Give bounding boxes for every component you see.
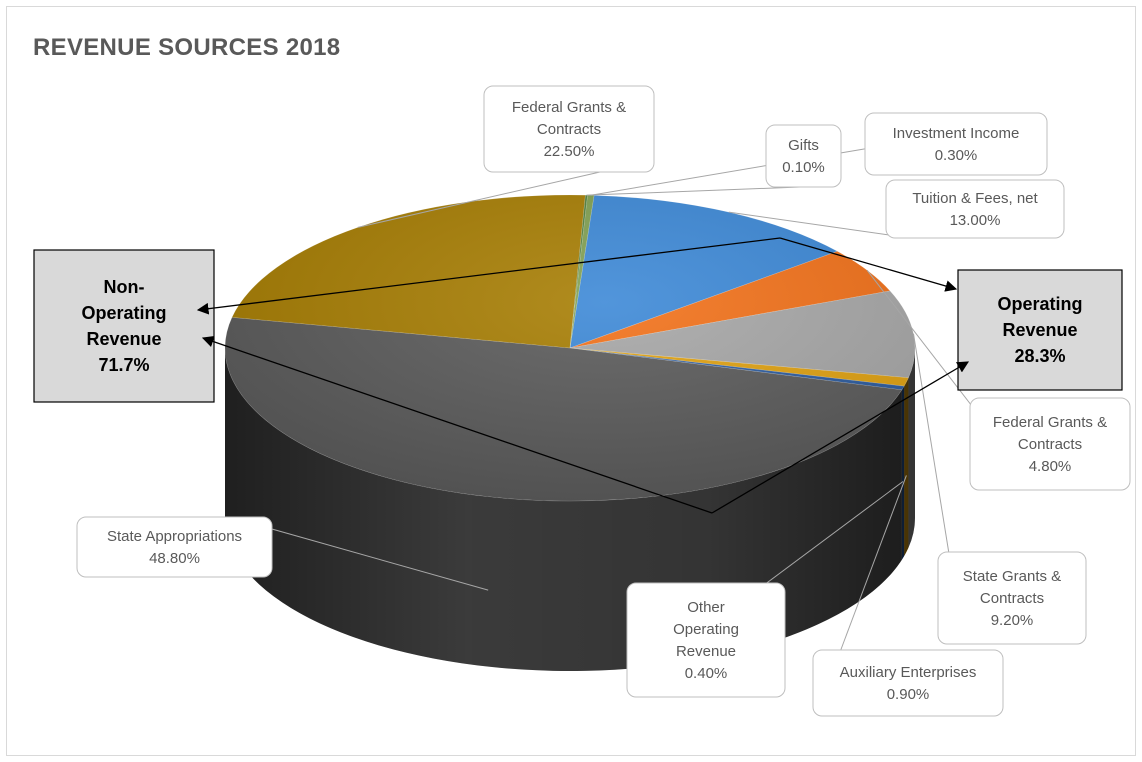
leader-line-5 bbox=[239, 519, 489, 591]
leader-line-3 bbox=[839, 475, 907, 653]
group-arrow-0 bbox=[196, 237, 781, 315]
callout-text-8-1: 0.30% bbox=[935, 147, 978, 164]
callout-text-0-0: Tuition & Fees, net bbox=[912, 190, 1038, 207]
chart-title: REVENUE SOURCES 2018 bbox=[33, 34, 341, 61]
group-text-0-3: 71.7% bbox=[98, 355, 149, 375]
callout-box-2 bbox=[937, 551, 1087, 645]
callout-text-5-1: 48.80% bbox=[149, 550, 200, 567]
leader-line-2 bbox=[912, 333, 951, 561]
callout-text-6-0: Federal Grants & bbox=[512, 99, 626, 116]
callout-box-5 bbox=[76, 516, 273, 578]
group-box-0: Non- Operating Revenue 71.7% bbox=[33, 249, 215, 403]
leader-line-1 bbox=[866, 269, 976, 411]
callout-2: State Grants & Contracts 9.20% bbox=[937, 551, 1087, 645]
leader-line-0 bbox=[728, 211, 911, 239]
callout-0: Tuition & Fees, net 13.00% bbox=[885, 179, 1065, 239]
callout-3: Auxiliary Enterprises 0.90% bbox=[812, 649, 1004, 717]
pie-top-shade bbox=[225, 195, 915, 501]
callout-text-3-0: Auxiliary Enterprises bbox=[840, 664, 977, 681]
callout-text-1-2: 4.80% bbox=[1029, 458, 1072, 475]
group-rect-1 bbox=[957, 269, 1123, 391]
group-text-1-0: Operating bbox=[997, 294, 1082, 314]
callout-8: Investment Income 0.30% bbox=[864, 112, 1048, 176]
callout-text-2-0: State Grants & bbox=[963, 568, 1061, 585]
group-text-1-1: Revenue bbox=[1002, 320, 1077, 340]
callout-text-2-2: 9.20% bbox=[991, 612, 1034, 629]
group-text-1-2: 28.3% bbox=[1014, 346, 1065, 366]
group-text-0-2: Revenue bbox=[86, 329, 161, 349]
callout-6: Federal Grants & Contracts 22.50% bbox=[483, 85, 655, 173]
group-arrow-1 bbox=[201, 335, 713, 514]
callout-text-4-3: 0.40% bbox=[685, 665, 728, 682]
group-boxes: Non- Operating Revenue 71.7% Operating Revenu… bbox=[33, 237, 1123, 514]
callout-text-0-1: 13.00% bbox=[950, 212, 1001, 229]
callout-text-6-1: Contracts bbox=[537, 121, 601, 138]
callout-box-4 bbox=[626, 582, 786, 698]
callout-text-8-0: Investment Income bbox=[893, 125, 1020, 142]
callout-text-4-0: Other bbox=[687, 599, 725, 616]
leader-line-6 bbox=[357, 171, 601, 228]
leader-lines bbox=[239, 147, 976, 653]
callout-box-3 bbox=[812, 649, 1004, 717]
group-box-1: Operating Revenue 28.3% bbox=[957, 269, 1123, 391]
callout-text-6-2: 22.50% bbox=[544, 143, 595, 160]
callout-text-7-0: Gifts bbox=[788, 137, 819, 154]
callout-box-8 bbox=[864, 112, 1048, 176]
callout-text-1-0: Federal Grants & bbox=[993, 414, 1107, 431]
callout-text-5-0: State Appropriations bbox=[107, 528, 242, 545]
callout-box-1 bbox=[969, 397, 1131, 491]
callout-box-7 bbox=[765, 124, 842, 188]
leader-line-7 bbox=[586, 186, 801, 196]
callout-4: Other Operating Revenue 0.40% bbox=[626, 582, 786, 698]
leader-line-4 bbox=[759, 481, 904, 589]
callout-text-1-1: Contracts bbox=[1018, 436, 1082, 453]
group-arrow-3 bbox=[711, 361, 970, 514]
callout-text-4-1: Operating bbox=[673, 621, 739, 638]
callout-5: State Appropriations 48.80% bbox=[76, 516, 273, 578]
pie-top-layer bbox=[224, 194, 916, 502]
callout-1: Federal Grants & Contracts 4.80% bbox=[969, 397, 1131, 491]
callout-box-6 bbox=[483, 85, 655, 173]
group-arrow-2 bbox=[779, 237, 958, 292]
callout-7: Gifts 0.10% bbox=[765, 124, 842, 188]
group-text-0-0: Non- bbox=[104, 277, 145, 297]
callout-text-4-2: Revenue bbox=[676, 643, 736, 660]
callout-text-2-1: Contracts bbox=[980, 590, 1044, 607]
group-rect-0 bbox=[33, 249, 215, 403]
callouts: Tuition & Fees, net 13.00% Federal Grants … bbox=[76, 85, 1131, 717]
callout-box-0 bbox=[885, 179, 1065, 239]
group-text-0-1: Operating bbox=[81, 303, 166, 323]
callout-text-3-1: 0.90% bbox=[887, 686, 930, 703]
callout-text-7-1: 0.10% bbox=[782, 159, 825, 176]
